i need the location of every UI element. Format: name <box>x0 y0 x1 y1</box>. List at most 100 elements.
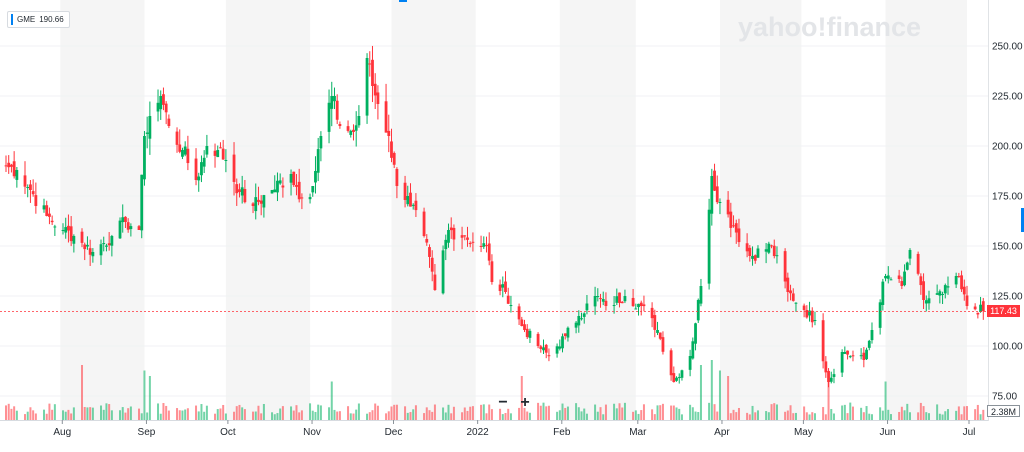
volume-bar <box>444 412 447 420</box>
candle-body <box>235 184 239 194</box>
volume-bar <box>26 411 29 420</box>
volume-bar <box>273 414 276 420</box>
candle-body <box>767 243 771 253</box>
candle-body <box>713 170 716 191</box>
candle-body <box>642 304 646 307</box>
volume-bar <box>634 410 637 420</box>
volume-bar <box>140 413 143 420</box>
candle-body <box>900 281 904 286</box>
candle-body <box>238 189 241 192</box>
volume-bar <box>395 404 398 420</box>
volume-bar <box>808 414 811 420</box>
volume-bar <box>594 404 597 420</box>
volume-bar <box>281 406 284 420</box>
zoom-in-button[interactable]: + <box>520 394 530 411</box>
volume-bar <box>431 411 434 420</box>
symbol-legend[interactable]: GME 190.66 <box>7 11 70 28</box>
volume-bar <box>463 407 466 420</box>
volume-bar <box>784 411 787 420</box>
volume-bar <box>754 412 757 420</box>
candle-body <box>278 180 282 184</box>
candle-body <box>186 148 190 164</box>
volume-bar <box>53 404 56 420</box>
candle-body <box>517 306 521 320</box>
candle-body <box>295 184 298 187</box>
volume-bar <box>376 405 379 420</box>
volume-bar <box>640 410 643 420</box>
volume-bar <box>542 402 545 420</box>
volume-bar <box>338 411 341 420</box>
candle-body <box>501 284 505 288</box>
volume-bar <box>290 406 293 420</box>
candle-body <box>593 296 597 307</box>
candle-body <box>64 227 68 233</box>
candle-body <box>26 187 30 189</box>
volume-bar <box>564 407 567 420</box>
y-tick-label: 225.00 <box>992 92 1023 103</box>
candle-body <box>734 223 738 233</box>
candle-body <box>314 170 317 183</box>
volume-bar <box>319 405 322 420</box>
volume-bar <box>580 411 583 420</box>
candle-body <box>392 152 396 165</box>
volume-bar <box>167 410 170 420</box>
candle-body <box>566 327 570 338</box>
volume-bar <box>979 414 982 420</box>
month-band <box>559 0 636 420</box>
candle-body <box>916 253 920 274</box>
volume-bar <box>224 413 227 420</box>
volume-bar <box>691 407 694 420</box>
zoom-out-button[interactable]: − <box>498 394 508 411</box>
volume-bar <box>333 409 336 420</box>
volume-bar <box>406 412 409 420</box>
volume-bar <box>841 405 844 420</box>
candle-body <box>384 101 388 133</box>
candle-body <box>688 356 692 370</box>
candle-body <box>509 305 513 307</box>
volume-bar <box>547 405 550 420</box>
candle-body <box>623 296 627 302</box>
volume-bar <box>925 412 928 420</box>
volume-bar <box>501 414 504 420</box>
x-tick-label: Nov <box>303 427 321 438</box>
candle-body <box>335 100 339 120</box>
candle-body <box>365 58 369 116</box>
candle-body <box>319 136 323 149</box>
candle-body <box>31 191 35 195</box>
candle-body <box>824 361 828 373</box>
candle-body <box>452 227 456 240</box>
candle-body <box>542 347 545 351</box>
candle-body <box>129 226 133 230</box>
volume-bar <box>653 414 656 420</box>
volume-bar <box>108 404 111 420</box>
volume-bar <box>689 404 692 420</box>
candle-body <box>148 116 152 139</box>
range-marker <box>399 0 407 2</box>
candle-body <box>292 171 296 186</box>
volume-bar <box>205 405 208 420</box>
gridlines <box>0 0 989 421</box>
axis-handle[interactable] <box>1021 208 1024 232</box>
candle-body <box>675 377 678 381</box>
candle-body <box>827 370 830 382</box>
candle-body <box>710 176 714 214</box>
volume-bar <box>157 403 160 420</box>
volume-bar <box>129 406 132 420</box>
candle-body <box>352 129 355 132</box>
volume-bar <box>518 407 521 420</box>
candle-body <box>843 352 847 354</box>
volume-bar <box>751 405 754 420</box>
volume-bar <box>203 411 206 420</box>
candle-body <box>637 303 640 308</box>
candle-body <box>829 377 833 382</box>
candle-body <box>903 271 906 286</box>
candle-body <box>561 336 564 349</box>
volume-bar <box>974 409 977 420</box>
volume-bar <box>938 413 941 420</box>
volume-bar <box>235 406 238 420</box>
volume-bar <box>159 413 162 420</box>
volume-bar <box>887 409 890 420</box>
volume-bar <box>181 410 184 420</box>
month-band <box>225 0 311 420</box>
